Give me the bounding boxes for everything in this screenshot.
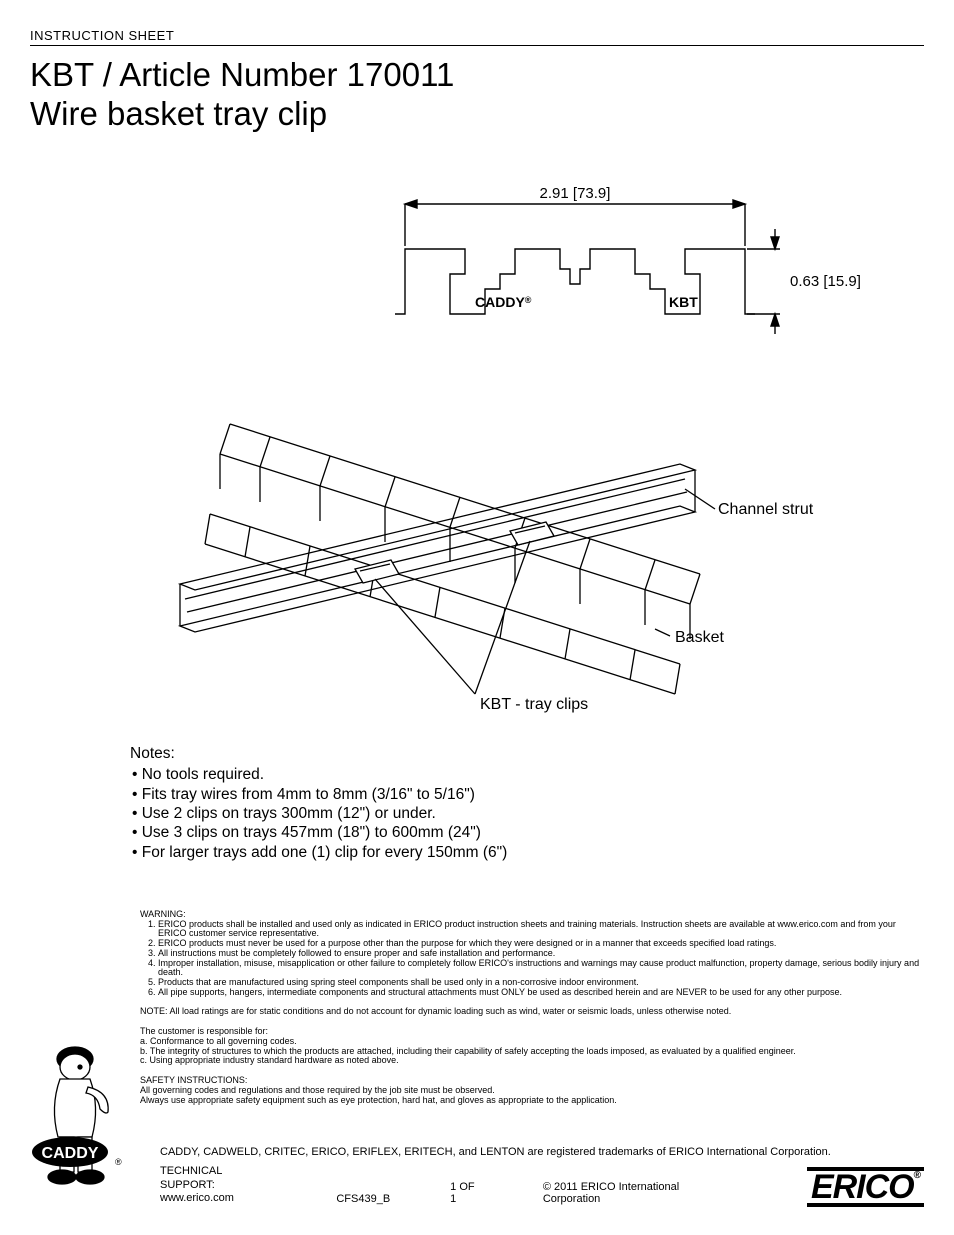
warning-list: ERICO products shall be installed and us… xyxy=(140,920,924,998)
width-dimension: 2.91 [73.9] xyxy=(540,185,611,202)
notes-section: Notes: No tools required. Fits tray wire… xyxy=(130,744,924,862)
note-item: Use 2 clips on trays 300mm (12") or unde… xyxy=(132,804,924,823)
header-label: INSTRUCTION SHEET xyxy=(30,28,924,46)
tech-support-label: TECHNICAL SUPPORT: xyxy=(160,1165,276,1191)
tech-support-url: www.erico.com xyxy=(160,1192,276,1205)
caddy-mascot-logo: CADDY ® xyxy=(30,1037,130,1207)
erico-logo: ERICO® xyxy=(807,1167,924,1207)
note-item: For larger trays add one (1) clip for ev… xyxy=(132,843,924,862)
safety-item: Always use appropriate safety equipment … xyxy=(140,1096,924,1106)
title-line1: KBT / Article Number 170011 xyxy=(30,56,454,93)
safety-instructions: SAFETY INSTRUCTIONS: All governing codes… xyxy=(140,1076,924,1105)
title-line2: Wire basket tray clip xyxy=(30,95,327,132)
warning-item: Improper installation, misuse, misapplic… xyxy=(158,959,924,978)
warning-item: ERICO products shall be installed and us… xyxy=(158,920,924,939)
page-title: KBT / Article Number 170011 Wire basket … xyxy=(30,56,924,134)
erico-registered: ® xyxy=(914,1170,920,1181)
footer: TECHNICAL SUPPORT: www.erico.com CFS439_… xyxy=(160,1165,734,1205)
callout-tray-clips: KBT - tray clips xyxy=(480,696,588,713)
callout-channel-strut: Channel strut xyxy=(718,501,814,518)
profile-label-caddy: CADDY® xyxy=(475,294,532,310)
note-item: Use 3 clips on trays 457mm (18") to 600m… xyxy=(132,823,924,842)
notes-list: No tools required. Fits tray wires from … xyxy=(130,765,924,862)
note-item: No tools required. xyxy=(132,765,924,784)
copyright: © 2011 ERICO International Corporation xyxy=(543,1181,734,1205)
tech-support: TECHNICAL SUPPORT: www.erico.com xyxy=(160,1165,276,1205)
note-line: NOTE: All load ratings are for static co… xyxy=(140,1007,924,1017)
erico-logo-text: ERICO xyxy=(811,1168,914,1206)
profile-cross-section-diagram: 2.91 [73.9] 0.63 [15.9] CADDY® KBT xyxy=(375,174,865,354)
height-dimension: 0.63 [15.9] xyxy=(790,273,861,290)
trademark-notice: CADDY, CADWELD, CRITEC, ERICO, ERIFLEX, … xyxy=(160,1146,831,1158)
warnings-section: WARNING: ERICO products shall be install… xyxy=(140,910,924,1115)
diagrams-area: 2.91 [73.9] 0.63 [15.9] CADDY® KBT xyxy=(30,164,924,724)
isometric-assembly-diagram: Channel strut Basket KBT - tray clips xyxy=(160,374,860,734)
profile-label-kbt: KBT xyxy=(669,294,698,310)
page-number: 1 OF 1 xyxy=(450,1181,483,1205)
caddy-registered: ® xyxy=(115,1157,122,1167)
caddy-logo-text: CADDY xyxy=(42,1145,99,1162)
callout-basket: Basket xyxy=(675,629,724,646)
warning-item: All pipe supports, hangers, intermediate… xyxy=(158,988,924,998)
customer-item: c. Using appropriate industry standard h… xyxy=(140,1056,924,1066)
note-item: Fits tray wires from 4mm to 8mm (3/16" t… xyxy=(132,785,924,804)
notes-heading: Notes: xyxy=(130,744,924,763)
customer-responsibility: The customer is responsible for: a. Conf… xyxy=(140,1027,924,1066)
document-id: CFS439_B xyxy=(336,1193,390,1205)
